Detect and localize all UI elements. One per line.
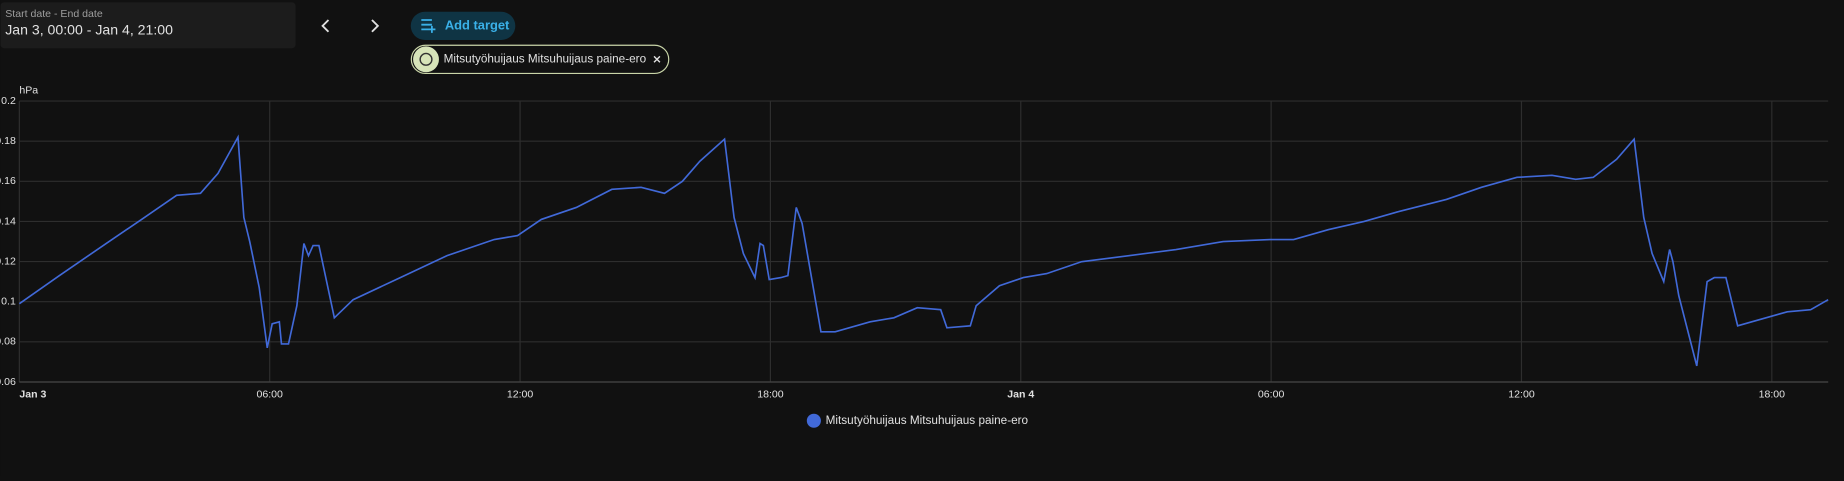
- x-tick-label: 12:00: [507, 389, 534, 401]
- previous-button[interactable]: [321, 19, 330, 33]
- y-unit: hPa: [19, 84, 38, 96]
- chip-text: Mitsutyöhuijaus Mitsuhuijaus paine-ero: [444, 52, 647, 65]
- chip-icon: [413, 46, 439, 73]
- add-target-text: Add target: [445, 17, 510, 32]
- x-tick-label: 06:00: [256, 389, 283, 401]
- x-tick-label: 18:00: [757, 389, 784, 401]
- date-picker-value: Jan 3, 00:00 - Jan 4, 21:00: [5, 21, 173, 37]
- add-target-button[interactable]: Add target: [410, 11, 516, 40]
- y-tick-label: 0.18: [0, 135, 16, 147]
- data-line: [18, 134, 1829, 367]
- x-tick-label: Jan 3: [19, 389, 46, 401]
- y-tick-label: 0.06: [0, 376, 16, 388]
- x-tick-label: 06:00: [1258, 389, 1285, 401]
- chip-outline[interactable]: [410, 44, 670, 75]
- x-tick-label: 12:00: [1508, 389, 1535, 401]
- chip-remove[interactable]: [653, 55, 661, 63]
- y-tick-label: 0.16: [0, 175, 16, 187]
- y-tick-label: 0.14: [0, 215, 16, 227]
- add-target-icon: [421, 19, 436, 33]
- x-tick-label: Jan 4: [1007, 389, 1034, 401]
- x-tick-label: 18:00: [1759, 389, 1786, 401]
- target-chip[interactable]: Mitsutyöhuijaus Mitsuhuijaus paine-ero: [410, 44, 670, 75]
- y-tick-label: 0.2: [1, 95, 16, 107]
- y-tick-label: 0.12: [0, 255, 16, 267]
- next-button[interactable]: [371, 19, 380, 33]
- chip-gauge: [419, 52, 433, 66]
- date-picker[interactable]: Start date - End date Jan 3, 00:00 - Jan…: [0, 2, 296, 49]
- y-tick-label: 0.08: [0, 336, 16, 348]
- date-picker-label: Start date - End date: [5, 8, 103, 20]
- legend-label: Mitsutyöhuijaus Mitsuhuijaus paine-ero: [826, 414, 1029, 427]
- y-tick-label: 0.1: [1, 296, 16, 308]
- add-target-background[interactable]: [410, 11, 516, 40]
- legend-swatch: [806, 413, 821, 428]
- date-picker-field[interactable]: [0, 2, 296, 49]
